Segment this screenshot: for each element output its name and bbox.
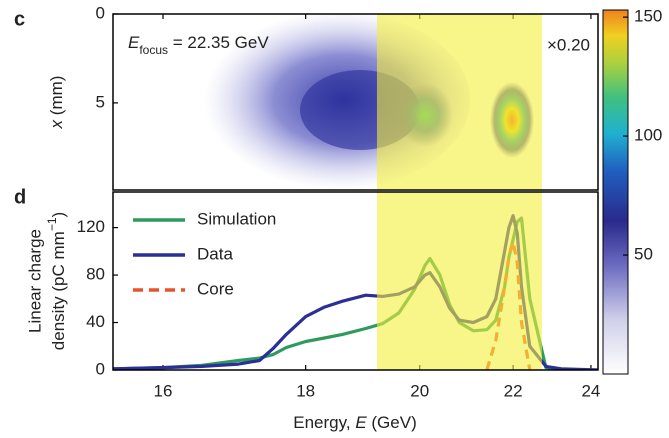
x-axis-label: Energy, E (GeV): [293, 413, 416, 432]
x-label-symbol: E: [355, 413, 367, 432]
annotation: Efocus = 22.35 GeV: [128, 33, 269, 57]
y-label-text: density (pC mm: [49, 231, 68, 350]
legend-label: Data: [197, 244, 233, 263]
y-label-symbol: x: [47, 119, 66, 129]
y-tick-label: 0: [96, 359, 105, 378]
y-axis-label: density (pC mm−1): [45, 212, 68, 350]
y-tick-label: 0: [96, 3, 105, 22]
y-tick-label: 40: [86, 312, 105, 331]
x-tick-label: 20: [410, 381, 429, 400]
x-label-text: Energy,: [293, 413, 355, 432]
y-label-end: ): [49, 212, 68, 218]
panel-label: d: [14, 186, 26, 208]
scale-note: ×0.20: [547, 35, 590, 54]
y-label-superscript: −1: [45, 217, 59, 231]
legend-label: Core: [197, 279, 234, 298]
x-tick-label: 24: [581, 381, 600, 400]
y-axis-label: Linear charge: [25, 229, 44, 333]
x-tick-label: 16: [154, 381, 173, 400]
x-label-unit: (GeV): [367, 413, 417, 432]
annotation-subscript: focus: [139, 43, 168, 57]
panel-label: c: [14, 8, 25, 30]
colorbar: [602, 9, 629, 375]
y-tick-label: 5: [96, 92, 105, 111]
legend-label: Simulation: [197, 209, 276, 228]
y-tick-label: 120: [77, 217, 105, 236]
panel-frame: [112, 191, 599, 371]
x-tick-label: 22: [504, 381, 523, 400]
colorbar-tick-label: 50: [634, 245, 653, 264]
y-tick-label: 80: [86, 265, 105, 284]
highlight-band: [376, 192, 542, 370]
colorbar-tick-label: 100: [634, 126, 662, 145]
annotation-text: = 22.35 GeV: [168, 33, 269, 52]
y-label-text: (mm): [47, 76, 66, 120]
y-axis-label: x (mm): [47, 76, 66, 130]
highlight-band: [376, 14, 542, 190]
colorbar-tick-label: 150: [634, 7, 662, 26]
annotation-symbol: E: [128, 33, 140, 52]
panel-frame: [112, 13, 599, 191]
x-tick-label: 18: [296, 381, 315, 400]
